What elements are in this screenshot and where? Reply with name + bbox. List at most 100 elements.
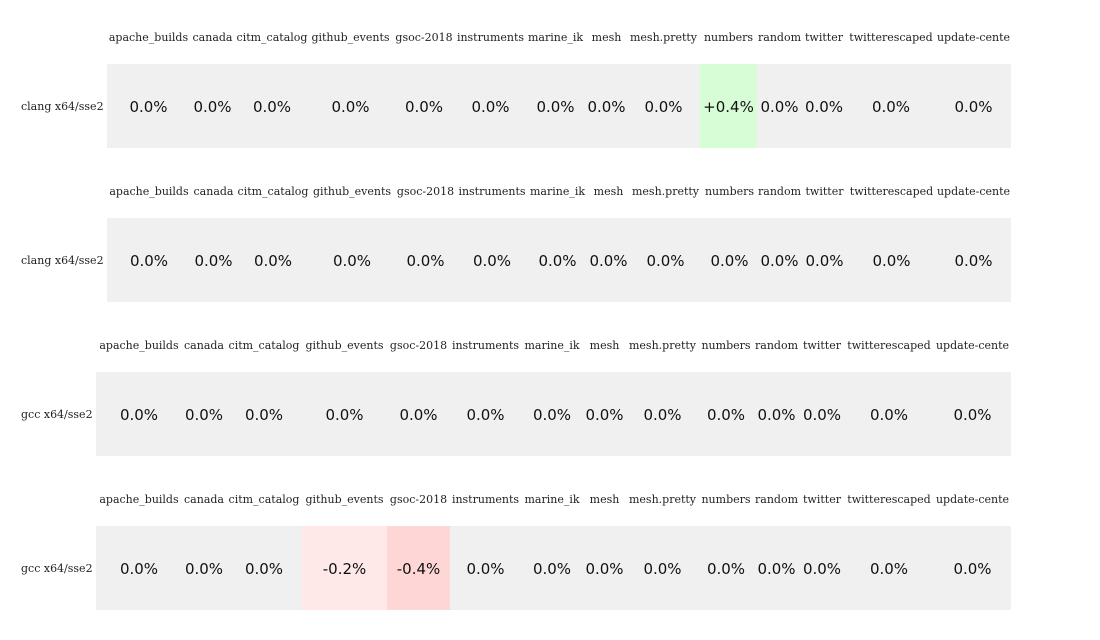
cell-value: 0.0%	[707, 560, 745, 578]
column-header: marine_ik	[524, 339, 579, 352]
column-header: apache_builds	[99, 493, 179, 506]
cell-value: -0.4%	[397, 560, 441, 578]
column-header: numbers	[704, 31, 753, 44]
row-background	[96, 526, 1011, 610]
cell-value: 0.0%	[406, 252, 444, 270]
column-header: github_events	[305, 339, 383, 352]
cell-value: 0.0%	[120, 560, 158, 578]
column-header: canada	[193, 31, 233, 44]
column-header: github_events	[305, 493, 383, 506]
cell-value: 0.0%	[953, 560, 991, 578]
cell-value: 0.0%	[120, 406, 158, 424]
column-header: twitterescaped	[847, 493, 930, 506]
cell-value: 0.0%	[253, 98, 291, 116]
column-header: update-cente	[936, 493, 1009, 506]
column-header: random	[758, 31, 802, 44]
cell-value: 0.0%	[707, 406, 745, 424]
column-header: instruments	[458, 185, 525, 198]
cell-value: 0.0%	[405, 98, 443, 116]
column-header: update-cente	[937, 185, 1010, 198]
cell-value: 0.0%	[643, 406, 681, 424]
column-header: twitter	[806, 185, 845, 198]
column-header: apache_builds	[99, 339, 179, 352]
column-header: mesh	[590, 493, 620, 506]
row-label: gcc x64/sse2	[21, 562, 93, 575]
row-background	[107, 218, 1011, 302]
cell-value: 0.0%	[643, 560, 681, 578]
cell-value: 0.0%	[589, 252, 627, 270]
cell-value: 0.0%	[803, 560, 841, 578]
column-header: mesh.pretty	[630, 31, 698, 44]
cell-value: 0.0%	[760, 98, 798, 116]
column-header: mesh	[592, 31, 622, 44]
column-header: instruments	[452, 339, 519, 352]
cell-value: 0.0%	[646, 252, 684, 270]
column-header: mesh.pretty	[632, 185, 700, 198]
row-background	[107, 64, 1011, 148]
cell-value: 0.0%	[536, 98, 574, 116]
cell-value: 0.0%	[805, 98, 843, 116]
column-header: random	[758, 185, 802, 198]
table-panel: apache_builds canada citm_catalog github_ev…	[21, 339, 1011, 456]
column-header: instruments	[452, 493, 519, 506]
cell-value: 0.0%	[587, 98, 625, 116]
cell-value: 0.0%	[533, 406, 571, 424]
table-panel: apache_builds canada citm_catalog github_ev…	[21, 185, 1011, 302]
cell-value: 0.0%	[193, 98, 231, 116]
column-header: mesh.pretty	[629, 339, 697, 352]
cell-value: 0.0%	[757, 560, 795, 578]
cell-value: 0.0%	[245, 560, 283, 578]
row-background	[96, 372, 1011, 456]
cell-value: 0.0%	[872, 98, 910, 116]
column-header: twitter	[803, 339, 842, 352]
column-header: numbers	[701, 493, 750, 506]
cell-value: 0.0%	[185, 406, 223, 424]
column-header: marine_ik	[530, 185, 585, 198]
column-header: gsoc-2018	[390, 339, 447, 352]
column-header: canada	[184, 339, 224, 352]
column-header: mesh.pretty	[629, 493, 697, 506]
column-header: update-cente	[936, 339, 1009, 352]
column-header: mesh	[594, 185, 624, 198]
cell-value: 0.0%	[254, 252, 292, 270]
column-header: canada	[194, 185, 234, 198]
cell-value: 0.0%	[585, 406, 623, 424]
column-header: citm_catalog	[237, 31, 308, 44]
column-header: random	[755, 493, 799, 506]
cell-value: 0.0%	[805, 252, 843, 270]
column-header: gsoc-2018	[397, 185, 454, 198]
row-label: clang x64/sse2	[21, 100, 104, 113]
highlight-cell	[700, 64, 757, 148]
column-header: apache_builds	[109, 185, 189, 198]
column-header: numbers	[701, 339, 750, 352]
column-header: apache_builds	[109, 31, 189, 44]
cell-value: 0.0%	[710, 252, 748, 270]
cell-value: 0.0%	[333, 252, 371, 270]
highlight-cell	[387, 526, 450, 610]
column-header: citm_catalog	[238, 185, 309, 198]
table-panel: apache_builds canada citm_catalog github_ev…	[21, 31, 1011, 148]
cell-value: 0.0%	[803, 406, 841, 424]
highlight-cell	[302, 526, 387, 610]
column-header: gsoc-2018	[395, 31, 452, 44]
cell-value: 0.0%	[194, 252, 232, 270]
column-header: gsoc-2018	[390, 493, 447, 506]
cell-value: 0.0%	[399, 406, 437, 424]
cell-value: 0.0%	[129, 98, 167, 116]
cell-value: 0.0%	[185, 560, 223, 578]
cell-value: 0.0%	[245, 406, 283, 424]
cell-value: 0.0%	[473, 252, 511, 270]
cell-value: 0.0%	[331, 98, 369, 116]
column-header: citm_catalog	[229, 493, 300, 506]
cell-value: 0.0%	[471, 98, 509, 116]
column-header: numbers	[705, 185, 754, 198]
cell-value: 0.0%	[954, 98, 992, 116]
cell-value: 0.0%	[954, 252, 992, 270]
cell-value: 0.0%	[466, 406, 504, 424]
cell-value: 0.0%	[585, 560, 623, 578]
column-header: instruments	[457, 31, 524, 44]
cell-value: 0.0%	[872, 252, 910, 270]
column-header: random	[755, 339, 799, 352]
column-header: github_events	[313, 185, 391, 198]
